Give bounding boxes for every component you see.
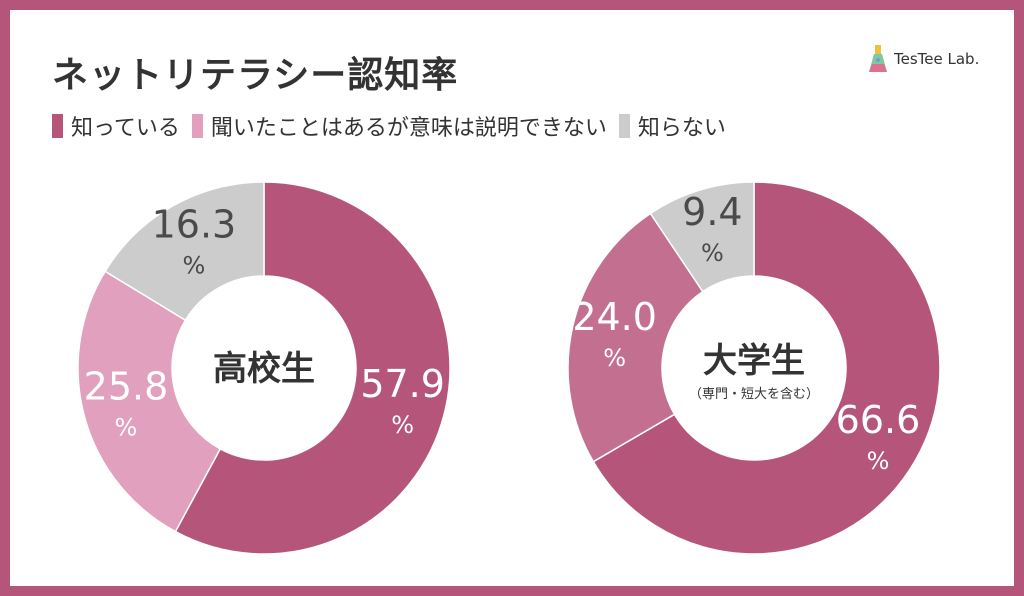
donut-slice <box>567 212 704 463</box>
legend-item-known: 知っている <box>52 110 180 142</box>
center-label: 高校生 <box>213 349 315 389</box>
slice-unit-label: % <box>603 344 626 372</box>
donut-slice <box>649 181 755 293</box>
donut-slice <box>174 181 451 555</box>
donut-chart-university: 66.6% 24.0% 9.4% 大学生 （専門・短大を含む） <box>564 178 944 562</box>
donut-slice <box>592 181 941 555</box>
center-sublabel: （専門・短大を含む） <box>689 386 819 402</box>
donut-slice <box>77 270 222 533</box>
donut-slice <box>104 181 265 322</box>
legend-item-unknown: 知らない <box>618 110 726 142</box>
brand-name: TesTee Lab. <box>894 50 980 68</box>
flask-icon <box>869 45 887 72</box>
donut-svg: 57.9% 25.8% 16.3% 高校生 <box>77 181 451 555</box>
legend-label: 聞いたことはあるが意味は説明できない <box>210 116 607 141</box>
brand-logo: TesTee Lab. <box>868 44 979 74</box>
slice-value-label: 66.6 <box>836 398 921 442</box>
legend-swatch <box>618 114 630 138</box>
slice-unit-label: % <box>391 411 414 439</box>
slice-value-label: 9.4 <box>682 190 742 234</box>
chart-title: ネットリテラシー認知率 <box>52 55 459 96</box>
donut-svg: 66.6% 24.0% 9.4% 大学生 （専門・短大を含む） <box>567 181 941 555</box>
chart-card: ネットリテラシー認知率 TesTee Lab. 知っている 聞いたことはあるが意… <box>10 10 1014 586</box>
donut-chart-high-school: 57.9% 25.8% 16.3% 高校生 <box>74 178 454 562</box>
slice-value-label: 25.8 <box>84 364 169 408</box>
legend-swatch <box>52 114 63 138</box>
slice-value-label: 57.9 <box>360 362 445 406</box>
center-label: 大学生 <box>703 341 805 381</box>
legend-swatch <box>191 114 203 138</box>
legend: 知っている 聞いたことはあるが意味は説明できない 知らない <box>52 110 738 142</box>
legend-label: 知っている <box>71 116 180 141</box>
slice-unit-label: % <box>701 239 724 267</box>
slice-value-label: 24.0 <box>572 295 657 339</box>
legend-label: 知らない <box>637 116 726 141</box>
legend-item-heard: 聞いたことはあるが意味は説明できない <box>191 110 607 142</box>
slice-unit-label: % <box>183 251 206 279</box>
slice-value-label: 16.3 <box>152 202 237 246</box>
slice-unit-label: % <box>867 447 890 475</box>
slice-unit-label: % <box>115 413 138 441</box>
